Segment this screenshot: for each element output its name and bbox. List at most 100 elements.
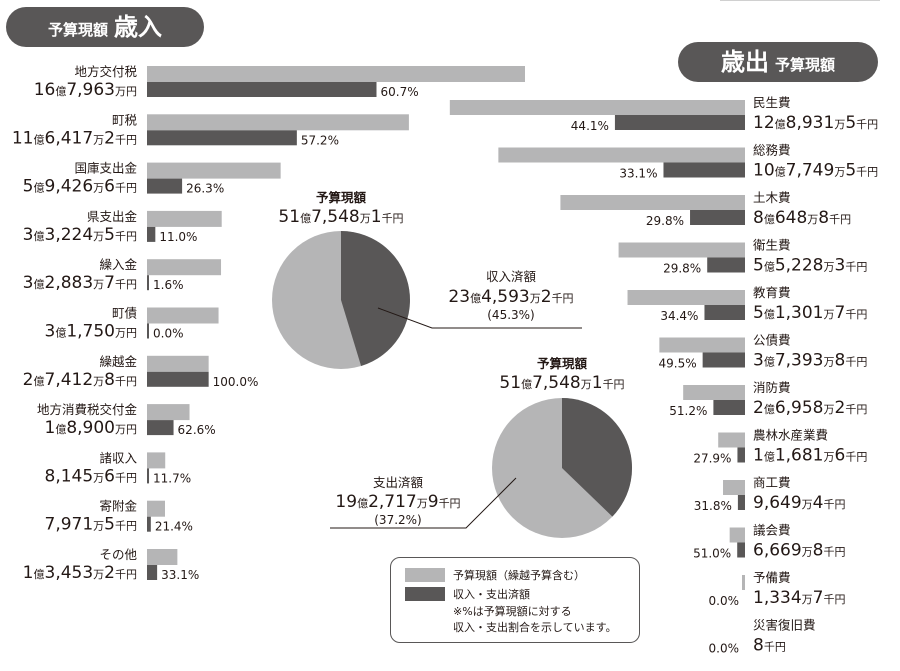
revenue-amount-label: 3億3,224万5千円 [23, 225, 137, 245]
revenue-category-label: 寄附金 [99, 499, 137, 514]
expenditure-percent-label: 51.0% [693, 547, 731, 561]
revenue-budget-bar [147, 355, 209, 372]
revenue-pie-leader-line [377, 307, 582, 329]
revenue-category-label: その他 [99, 547, 137, 562]
expenditure-amount-label: 10億7,749万5千円 [753, 161, 878, 181]
legend-actual-label: 収入・支出済額 [453, 588, 530, 601]
revenue-budget-bar [147, 452, 166, 469]
expenditure-percent-label: 51.2% [669, 404, 707, 418]
revenue-budget-bar [147, 404, 190, 421]
revenue-percent-label: 62.6% [178, 423, 216, 437]
expenditure-amount-label: 9,649万4千円 [753, 493, 846, 513]
revenue-header-right: 歳入 [114, 13, 162, 41]
expenditure-amount-label: 6,669万8千円 [753, 541, 846, 561]
expenditure-category-label: 民生費 [753, 95, 791, 110]
revenue-pie-total: 51億7,548万1千円 [278, 207, 403, 227]
expenditure-percent-label: 44.1% [571, 119, 609, 133]
revenue-category-label: 町税 [112, 112, 138, 127]
expenditure-percent-label: 49.5% [659, 357, 697, 371]
revenue-pie-slice-label: 収入済額 [486, 269, 537, 284]
revenue-actual-bar [147, 420, 174, 436]
revenue-budget-bar [147, 259, 222, 276]
revenue-pie-slice-percent: (45.3%) [487, 308, 534, 322]
revenue-category-label: 地方消費税交付金 [37, 402, 138, 417]
expenditure-budget-bar [560, 195, 745, 210]
expenditure-amount-label: 1,334万7千円 [753, 588, 846, 608]
expenditure-pie-slice-label: 支出済額 [373, 475, 424, 490]
expenditure-amount-label: 8千円 [753, 636, 786, 656]
revenue-amount-label: 3億1,750万円 [45, 322, 138, 342]
revenue-budget-bar [147, 162, 281, 179]
expenditure-budget-bar [627, 290, 745, 305]
expenditure-actual-bar [614, 115, 745, 130]
revenue-percent-label: 26.3% [186, 182, 224, 196]
revenue-category-label: 町債 [112, 306, 137, 321]
expenditure-budget-bar [729, 527, 745, 543]
expenditure-category-label: 予備費 [753, 570, 791, 585]
revenue-actual-bar [147, 275, 149, 291]
expenditure-budget-bar [723, 480, 745, 495]
expenditure-amount-label: 3億7,393万8千円 [753, 351, 867, 371]
revenue-pie-title: 予算現額 [316, 190, 367, 205]
revenue-percent-label: 57.2% [301, 133, 339, 147]
expenditure-percent-label: 27.9% [693, 452, 731, 466]
top-rule [720, 0, 880, 1]
expenditure-budget-bar [742, 575, 745, 590]
expenditure-amount-label: 5億5,228万3千円 [753, 256, 867, 276]
expenditure-actual-bar [704, 305, 745, 320]
legend-note-1: ※%は予算現額に対する [453, 605, 572, 618]
revenue-actual-bar [147, 130, 297, 146]
expenditure-actual-bar [737, 495, 745, 510]
expenditure-header: 歳出 予算現額 [678, 42, 878, 82]
revenue-percent-label: 60.7% [381, 85, 419, 99]
revenue-amount-label: 1億3,453万2千円 [23, 563, 137, 583]
revenue-actual-bar [147, 226, 156, 242]
revenue-percent-label: 21.4% [155, 520, 193, 534]
revenue-amount-label: 7,971万5千円 [45, 515, 138, 535]
expenditure-pie-actual-slice [562, 397, 633, 517]
revenue-amount-label: 11億6,417万2千円 [12, 128, 137, 148]
revenue-budget-bar [147, 66, 525, 82]
expenditure-category-label: 教育費 [753, 285, 791, 300]
expenditure-category-label: 消防費 [753, 380, 791, 395]
expenditure-actual-bar [737, 542, 745, 558]
expenditure-category-label: 災害復旧費 [753, 618, 816, 633]
revenue-actual-bar [147, 565, 158, 580]
expenditure-budget-bar [659, 337, 745, 353]
revenue-category-label: 諸収入 [99, 450, 137, 465]
revenue-actual-bar [147, 371, 209, 387]
expenditure-amount-label: 12億8,931万5千円 [753, 113, 878, 133]
revenue-pie-slice-amount: 23億4,593万2千円 [448, 287, 573, 307]
revenue-category-label: 繰越金 [99, 354, 137, 369]
revenue-percent-label: 0.0% [153, 327, 184, 341]
revenue-percent-label: 11.7% [153, 471, 191, 485]
revenue-pie-actual-slice [341, 231, 410, 366]
legend-budget-swatch [405, 568, 445, 582]
expenditure-pie-slice-percent: (37.2%) [374, 513, 421, 527]
expenditure-category-label: 総務費 [753, 143, 791, 158]
legend: 予算現額（繰越予算含む） 収入・支出済額 ※%は予算現額に対する 収入・支出割合… [390, 557, 640, 643]
expenditure-pie-total: 51億7,548万1千円 [499, 373, 624, 393]
expenditure-actual-bar [713, 400, 745, 415]
expenditure-pie-title: 予算現額 [537, 356, 588, 371]
expenditure-category-label: 土木費 [753, 190, 791, 205]
revenue-amount-label: 2億7,412万8千円 [23, 370, 137, 390]
expenditure-actual-bar [707, 257, 745, 273]
expenditure-percent-label: 29.8% [646, 214, 684, 228]
expenditure-actual-bar [737, 447, 745, 463]
revenue-category-label: 繰入金 [99, 257, 137, 272]
revenue-category-label: 国庫支出金 [74, 161, 137, 176]
expenditure-pie-slice-amount: 19億2,717万9千円 [335, 492, 460, 512]
revenue-amount-label: 5億9,426万6千円 [23, 177, 137, 197]
expenditure-header-right: 予算現額 [774, 56, 835, 74]
expenditure-header-left: 歳出 [720, 48, 769, 76]
revenue-actual-bar [147, 323, 149, 339]
expenditure-actual-bar [690, 210, 745, 225]
revenue-header-left: 予算現額 [47, 21, 108, 39]
expenditure-percent-label: 33.1% [619, 167, 657, 181]
revenue-budget-bar [147, 114, 409, 131]
revenue-actual-bar [147, 178, 183, 194]
expenditure-percent-label: 0.0% [709, 594, 740, 608]
expenditure-percent-label: 31.8% [694, 499, 732, 513]
